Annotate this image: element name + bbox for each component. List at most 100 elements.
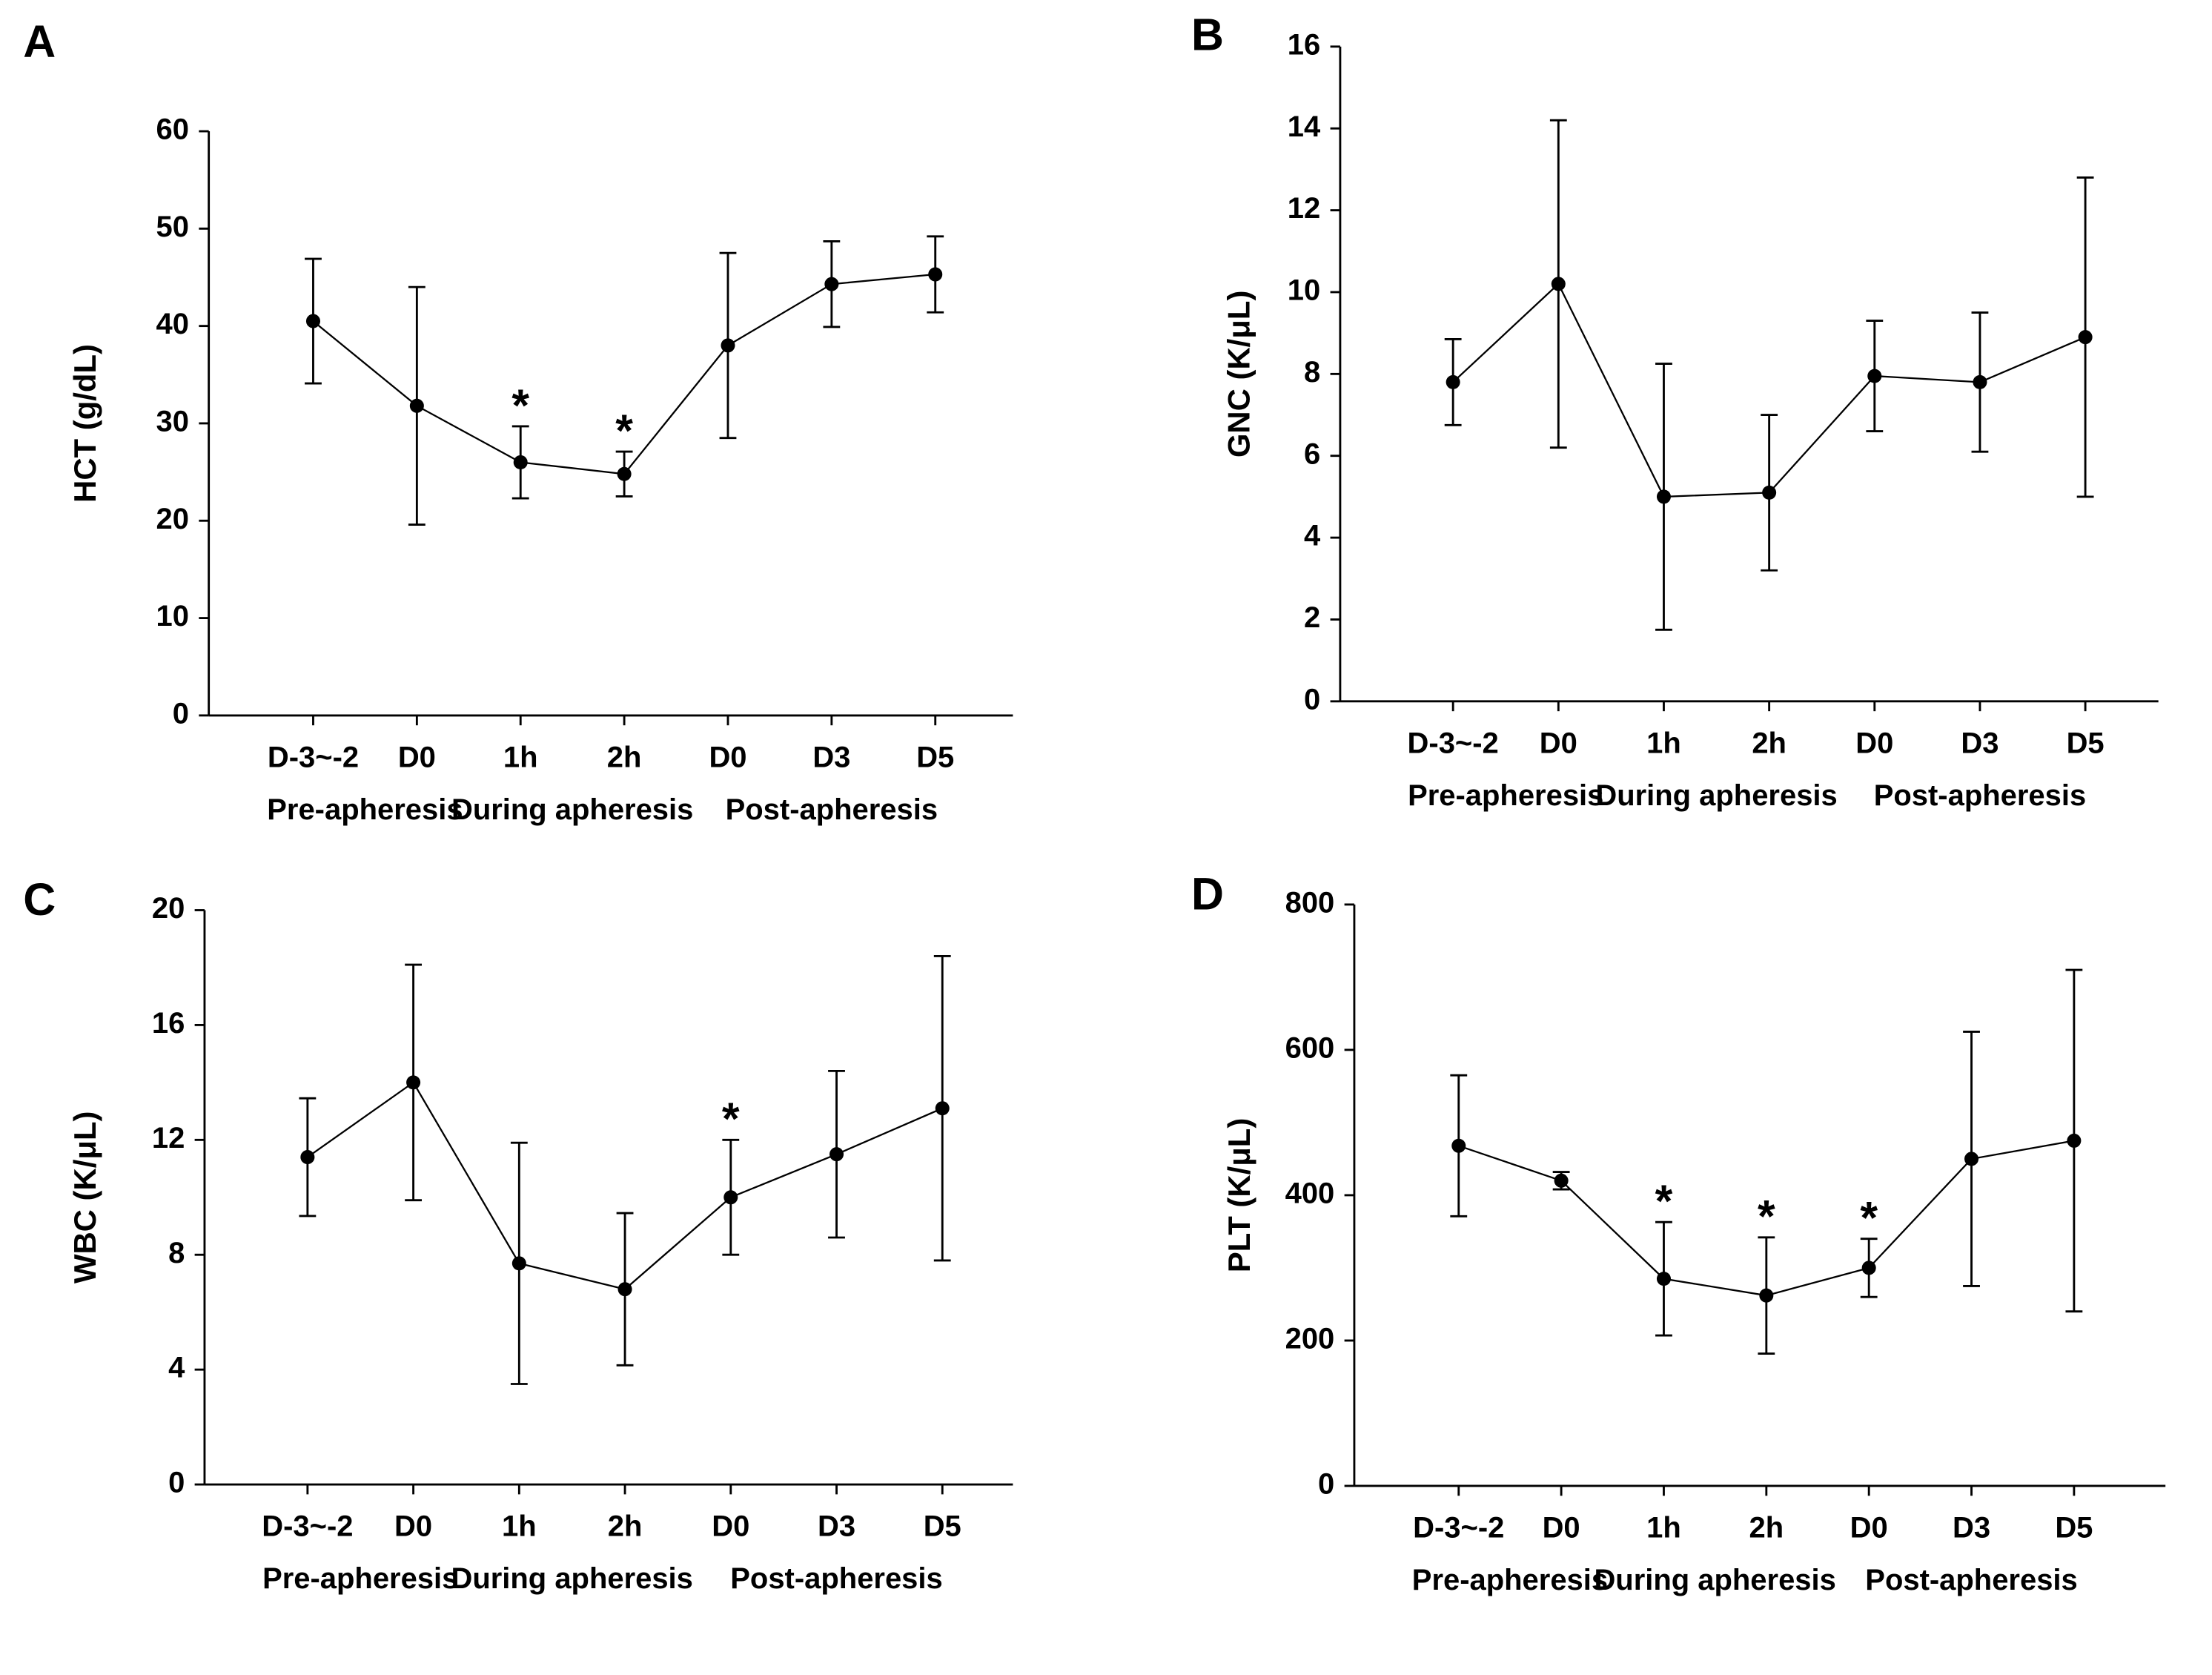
- panel-label: C: [23, 874, 56, 925]
- panel-label: A: [23, 16, 56, 67]
- significance-marker: *: [615, 405, 633, 455]
- y-tick-label: 0: [1304, 683, 1320, 716]
- y-tick-label: 8: [168, 1237, 185, 1269]
- x-tick-label: 2h: [1752, 727, 1787, 759]
- data-point: [928, 267, 943, 282]
- x-tick-label: D0: [1540, 727, 1577, 759]
- y-tick-label: 50: [156, 211, 189, 243]
- group-label: Pre-apheresis: [267, 793, 463, 826]
- y-tick-label: 0: [1318, 1468, 1334, 1501]
- y-tick-label: 4: [168, 1352, 185, 1384]
- data-point: [617, 466, 632, 481]
- y-tick-label: 600: [1285, 1031, 1335, 1064]
- x-tick-label: D5: [916, 741, 954, 773]
- x-tick-label: D5: [924, 1510, 961, 1543]
- data-point: [513, 455, 528, 469]
- x-tick-label: D0: [709, 741, 746, 773]
- y-tick-label: 20: [156, 503, 189, 535]
- y-tick-label: 800: [1285, 886, 1335, 919]
- significance-marker: *: [1758, 1191, 1775, 1241]
- x-tick-label: 1h: [503, 741, 538, 773]
- y-tick-label: 12: [1288, 192, 1320, 225]
- significance-marker: *: [511, 380, 529, 430]
- y-tick-label: 16: [152, 1007, 185, 1040]
- data-point: [409, 398, 424, 413]
- x-tick-label: D-3~-2: [1413, 1512, 1504, 1544]
- y-axis-label: HCT (g/dL): [67, 344, 102, 503]
- y-tick-label: 40: [156, 308, 189, 340]
- x-tick-label: D5: [2055, 1512, 2093, 1544]
- data-point: [935, 1101, 950, 1116]
- x-tick-label: D0: [394, 1510, 432, 1543]
- significance-marker: *: [1655, 1176, 1673, 1226]
- group-label: Post-apheresis: [1865, 1564, 2077, 1596]
- data-point: [1656, 1272, 1671, 1286]
- y-tick-label: 10: [156, 600, 189, 632]
- data-point: [723, 1190, 738, 1205]
- data-point: [1762, 485, 1777, 500]
- panel-label: D: [1191, 868, 1224, 919]
- y-axis-label: PLT (K/μL): [1222, 1118, 1256, 1273]
- x-tick-label: D0: [712, 1510, 749, 1543]
- group-label: Post-apheresis: [730, 1562, 942, 1595]
- data-point: [2067, 1133, 2082, 1148]
- x-tick-label: D0: [1850, 1512, 1888, 1544]
- data-point: [1964, 1152, 1979, 1166]
- data-point: [305, 314, 320, 328]
- x-tick-label: D0: [1855, 727, 1893, 759]
- data-point: [1451, 1138, 1466, 1153]
- y-tick-label: 200: [1285, 1323, 1335, 1355]
- x-tick-label: D3: [1953, 1512, 1990, 1544]
- y-tick-label: 14: [1288, 110, 1320, 143]
- y-axis-label: GNC (K/μL): [1222, 291, 1256, 458]
- x-tick-label: D0: [1543, 1512, 1580, 1544]
- x-tick-label: 2h: [1749, 1512, 1784, 1544]
- data-point: [1656, 489, 1671, 504]
- group-label: Pre-apheresis: [1408, 779, 1603, 812]
- y-tick-label: 60: [156, 113, 189, 146]
- data-point: [830, 1147, 844, 1162]
- y-axis-label: WBC (K/μL): [67, 1111, 102, 1284]
- data-point: [1973, 374, 1987, 389]
- data-point: [2078, 330, 2093, 345]
- x-tick-label: D5: [2067, 727, 2105, 759]
- x-tick-label: 2h: [607, 741, 642, 773]
- y-tick-label: 2: [1304, 601, 1320, 634]
- data-point: [300, 1150, 315, 1165]
- significance-marker: *: [722, 1094, 740, 1144]
- x-tick-label: D3: [1961, 727, 1999, 759]
- data-point: [1446, 374, 1460, 389]
- x-tick-label: D-3~-2: [268, 741, 359, 773]
- data-point: [511, 1256, 526, 1271]
- group-label: Pre-apheresis: [1412, 1564, 1608, 1596]
- y-tick-label: 30: [156, 406, 189, 438]
- group-label: Pre-apheresis: [262, 1562, 458, 1595]
- y-tick-label: 10: [1288, 274, 1320, 307]
- x-tick-label: D3: [818, 1510, 855, 1543]
- data-point: [406, 1075, 421, 1090]
- data-point: [1554, 1173, 1569, 1188]
- y-tick-label: 16: [1288, 28, 1320, 61]
- y-tick-label: 6: [1304, 437, 1320, 470]
- x-tick-label: 1h: [1646, 727, 1681, 759]
- group-label: During apheresis: [451, 1562, 693, 1595]
- y-tick-label: 8: [1304, 356, 1320, 389]
- data-point: [1551, 277, 1566, 291]
- y-tick-label: 400: [1285, 1177, 1335, 1209]
- y-tick-label: 20: [152, 892, 185, 925]
- group-label: Post-apheresis: [726, 793, 938, 826]
- group-label: During apheresis: [1594, 1564, 1835, 1596]
- group-label: Post-apheresis: [1874, 779, 2086, 812]
- y-tick-label: 0: [173, 697, 189, 730]
- data-point: [617, 1282, 632, 1297]
- y-tick-label: 4: [1304, 520, 1320, 552]
- group-label: During apheresis: [1595, 779, 1837, 812]
- x-tick-label: D-3~-2: [1408, 727, 1499, 759]
- data-point: [721, 338, 735, 353]
- x-tick-label: 1h: [1646, 1512, 1681, 1544]
- x-tick-label: 2h: [608, 1510, 643, 1543]
- data-point: [1759, 1288, 1774, 1303]
- y-tick-label: 0: [168, 1467, 185, 1499]
- x-tick-label: 1h: [502, 1510, 537, 1543]
- y-tick-label: 12: [152, 1122, 185, 1154]
